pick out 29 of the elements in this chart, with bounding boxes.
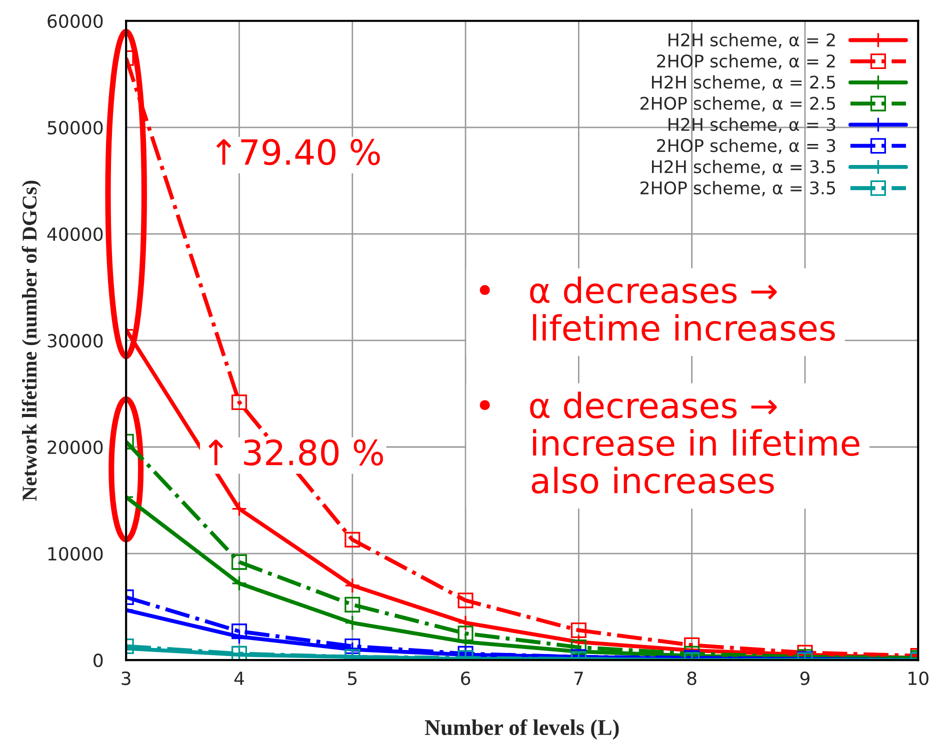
legend-label: H2H scheme, α = 2.5 [652, 75, 836, 91]
x-tick-label: 6 [461, 672, 470, 686]
legend-label: 2HOP scheme, α = 2.5 [640, 96, 836, 112]
y-tick-label: 20000 [48, 440, 103, 454]
x-tick-label: 7 [574, 672, 583, 685]
x-tick-label: 9 [800, 672, 810, 686]
legend-label: 2HOP scheme, α = 3 [657, 138, 836, 154]
legend-label: H2H scheme, α = 2 [668, 33, 835, 48]
y-tick-label: 0 [94, 654, 103, 668]
y-tick-label: 50000 [48, 120, 103, 135]
annotation: ↑ 32.80 % [208, 439, 383, 466]
y-tick-label: 40000 [47, 227, 103, 242]
y-tick-label: 60000 [48, 14, 103, 28]
y-tick-label: 10000 [48, 546, 103, 561]
annotation: ↑79.40 % [216, 138, 380, 166]
y-axis-title: Network lifetime (number of DGCs) [22, 180, 41, 501]
x-axis-title: Number of levels (L) [424, 719, 619, 740]
x-tick-label: 3 [122, 672, 130, 686]
x-tick-label: 8 [687, 672, 696, 686]
legend-label: H2H scheme, α = 3.5 [652, 160, 836, 176]
x-tick-label: 4 [234, 672, 244, 685]
legend-label: 2HOP scheme, α = 3.5 [640, 181, 836, 196]
x-tick-label: 5 [348, 672, 357, 686]
annotation: • α decreases → increase in lifetime also increases [480, 392, 860, 494]
legend-label: H2H scheme, α = 3 [668, 118, 836, 133]
legend-label: 2HOP scheme, α = 2 [657, 54, 835, 70]
y-tick-label: 30000 [48, 334, 103, 348]
annotation: • α decreases → lifetime increases [480, 276, 835, 341]
x-tick-label: 10 [908, 672, 928, 686]
